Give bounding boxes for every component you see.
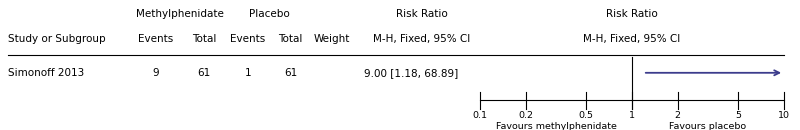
Text: Total: Total bbox=[192, 34, 216, 44]
Text: 0.1: 0.1 bbox=[473, 110, 487, 120]
Text: M-H, Fixed, 95% CI: M-H, Fixed, 95% CI bbox=[374, 34, 470, 44]
Text: 10: 10 bbox=[778, 110, 790, 120]
Text: 0.2: 0.2 bbox=[518, 110, 534, 120]
Text: Favours placebo: Favours placebo bbox=[670, 122, 746, 130]
Text: Events: Events bbox=[230, 34, 266, 44]
Text: Methylphenidate: Methylphenidate bbox=[136, 9, 224, 19]
Text: 1: 1 bbox=[245, 68, 251, 78]
Text: 5: 5 bbox=[735, 110, 742, 120]
Text: Placebo: Placebo bbox=[249, 9, 290, 19]
Text: Simonoff 2013: Simonoff 2013 bbox=[8, 68, 84, 78]
Text: 9.00 [1.18, 68.89]: 9.00 [1.18, 68.89] bbox=[364, 68, 458, 78]
Text: Weight: Weight bbox=[314, 34, 350, 44]
Text: Total: Total bbox=[278, 34, 302, 44]
Text: 2: 2 bbox=[674, 110, 681, 120]
Text: 1: 1 bbox=[629, 110, 635, 120]
Text: 61: 61 bbox=[198, 68, 210, 78]
Text: Risk Ratio: Risk Ratio bbox=[396, 9, 448, 19]
Text: 61: 61 bbox=[284, 68, 297, 78]
Text: M-H, Fixed, 95% CI: M-H, Fixed, 95% CI bbox=[583, 34, 681, 44]
Text: Favours methylphenidate: Favours methylphenidate bbox=[495, 122, 617, 130]
Text: 9: 9 bbox=[153, 68, 159, 78]
Text: 0.5: 0.5 bbox=[578, 110, 594, 120]
Text: Study or Subgroup: Study or Subgroup bbox=[8, 34, 106, 44]
Text: Risk Ratio: Risk Ratio bbox=[606, 9, 658, 19]
Text: Events: Events bbox=[138, 34, 174, 44]
